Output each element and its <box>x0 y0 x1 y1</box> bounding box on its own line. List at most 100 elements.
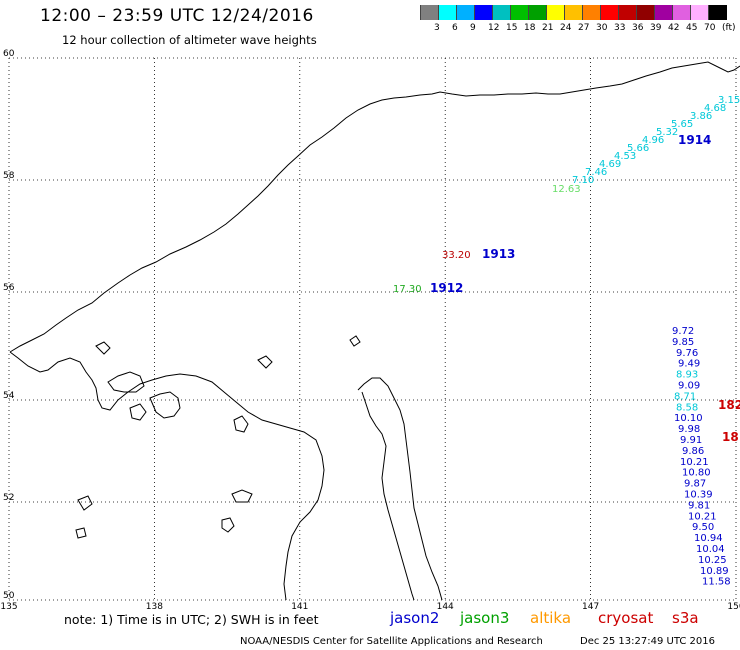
track-label-1913: 1913 <box>482 247 515 261</box>
legend-label: 30 <box>596 23 608 33</box>
wave-height-value: 9.76 <box>676 348 698 359</box>
legend-label: 27 <box>578 23 590 33</box>
graticule: 605856545250135138141144147150 <box>0 49 740 612</box>
latitude-label: 56 <box>3 283 15 293</box>
legend-swatch <box>420 5 439 20</box>
legend-jason2: jason2 <box>390 609 440 627</box>
wave-height-value: 4.69 <box>599 159 621 170</box>
legend-swatch <box>636 5 655 20</box>
wave-height-value: 10.94 <box>694 533 723 544</box>
timestamp: Dec 25 13:27:49 UTC 2016 <box>580 636 715 647</box>
wave-height-value: 5.66 <box>627 143 649 154</box>
wave-height-value: 4.68 <box>704 103 726 114</box>
legend-label: 9 <box>470 23 476 33</box>
legend-label: 15 <box>506 23 518 33</box>
credit-text: NOAA/NESDIS Center for Satellite Applica… <box>240 636 543 647</box>
longitude-label: 141 <box>291 602 308 612</box>
legend-label: 45 <box>686 23 698 33</box>
track-label-18: 18 <box>722 430 739 444</box>
legend-swatch <box>582 5 601 20</box>
legend-swatch <box>456 5 475 20</box>
wave-height-value: 7.46 <box>585 167 607 178</box>
longitude-label: 147 <box>582 602 599 612</box>
legend-label: 6 <box>452 23 458 33</box>
legend-label: 21 <box>542 23 554 33</box>
footer-note: note: 1) Time is in UTC; 2) SWH is in fe… <box>64 612 319 627</box>
wave-height-value: 9.09 <box>678 381 700 392</box>
legend-label: 39 <box>650 23 662 33</box>
track-label-1914: 1914 <box>678 133 711 147</box>
wave-height-value: 33.20 <box>442 250 471 261</box>
wave-height-value: 10.25 <box>698 555 727 566</box>
wave-height-value: 10.10 <box>674 413 703 424</box>
legend-swatch <box>618 5 637 20</box>
latitude-label: 58 <box>3 171 15 181</box>
longitude-label: 150 <box>727 602 740 612</box>
wave-height-value: 10.89 <box>700 566 729 577</box>
wave-height-value: 9.49 <box>678 359 700 370</box>
wave-height-value: 9.50 <box>692 522 714 533</box>
wave-height-value: 10.80 <box>682 468 711 479</box>
wave-height-value: 9.85 <box>672 337 694 348</box>
longitude-label: 144 <box>437 602 454 612</box>
legend-swatch <box>438 5 457 20</box>
map-subtitle: 12 hour collection of altimeter wave hei… <box>62 33 317 47</box>
latitude-label: 54 <box>3 391 15 401</box>
track-label-1912: 1912 <box>430 281 463 295</box>
legend-swatch <box>474 5 493 20</box>
legend-swatch <box>708 5 727 20</box>
legend-label: (ft) <box>722 23 736 33</box>
legend-swatch <box>600 5 619 20</box>
wave-height-value: 4.53 <box>614 151 636 162</box>
wave-height-value: 9.98 <box>678 424 700 435</box>
coastline <box>9 61 740 601</box>
legend-swatch <box>546 5 565 20</box>
legend-swatch <box>654 5 673 20</box>
wave-height-value: 11.58 <box>702 577 731 588</box>
wave-height-value: 9.91 <box>680 435 702 446</box>
wave-height-value: 9.86 <box>682 446 704 457</box>
wave-height-value: 9.72 <box>672 326 694 337</box>
legend-swatch <box>690 5 709 20</box>
legend-jason3: jason3 <box>460 609 510 627</box>
wave-height-value: 4.96 <box>642 135 664 146</box>
wave-height-value: 10.21 <box>680 457 709 468</box>
legend-swatch <box>510 5 529 20</box>
wave-height-value: 10.39 <box>684 490 713 501</box>
longitude-label: 138 <box>146 602 163 612</box>
legend-label: 24 <box>560 23 572 33</box>
legend-label: 33 <box>614 23 626 33</box>
wave-height-value: 3.15 <box>718 95 740 106</box>
legend-swatch <box>528 5 547 20</box>
wave-height-value: 10.21 <box>688 511 717 522</box>
legend-altika: altika <box>530 609 572 627</box>
wave-height-value: 17.30 <box>393 284 422 295</box>
wave-height-value: 8.93 <box>676 370 698 381</box>
legend-label: 18 <box>524 23 536 33</box>
longitude-label: 135 <box>0 602 17 612</box>
legend-label: 3 <box>434 23 440 33</box>
wave-height-value: 5.32 <box>656 127 678 138</box>
legend-swatch <box>492 5 511 20</box>
wave-height-value: 9.87 <box>684 479 706 490</box>
wave-height-value: 3.86 <box>690 111 712 122</box>
legend-label: 70 <box>704 23 716 33</box>
track-label-182: 182 <box>718 398 740 412</box>
wave-height-value: 7.10 <box>572 175 594 186</box>
legend-cryosat: cryosat <box>598 609 654 627</box>
legend-swatch <box>672 5 691 20</box>
legend-swatch <box>564 5 583 20</box>
latitude-label: 60 <box>3 49 15 59</box>
legend-label: 12 <box>488 23 500 33</box>
wave-height-value: 8.71 <box>674 391 696 402</box>
legend-label: 42 <box>668 23 680 33</box>
map-title: 12:00 – 23:59 UTC 12/24/2016 <box>40 6 314 26</box>
legend-s3a: s3a <box>672 609 699 627</box>
wave-height-value: 9.81 <box>688 500 710 511</box>
wave-height-value: 12.63 <box>552 184 581 195</box>
wave-height-value: 5.65 <box>671 119 693 130</box>
latitude-label: 50 <box>3 591 15 601</box>
legend-label: 36 <box>632 23 644 33</box>
wave-height-value: 10.04 <box>696 544 725 555</box>
